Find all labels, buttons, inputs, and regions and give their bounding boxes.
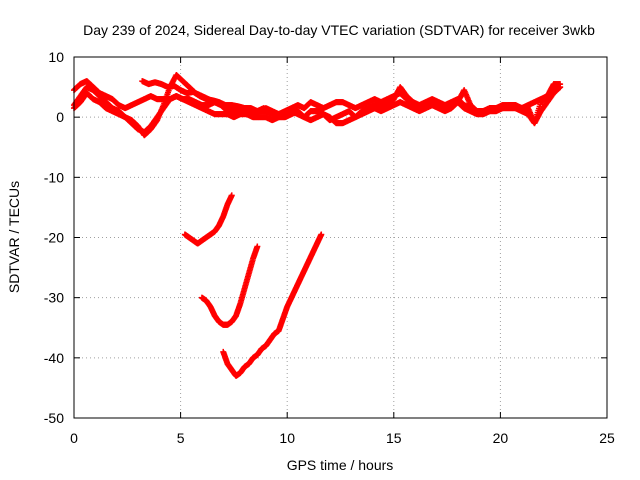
series-trace: [181, 192, 235, 247]
data-point: [318, 231, 325, 238]
series-trace: [198, 243, 261, 328]
y-tick-label: -40: [44, 350, 64, 366]
x-tick-label: 5: [177, 430, 185, 446]
x-tick-label: 0: [70, 430, 78, 446]
x-tick-label: 20: [493, 430, 509, 446]
data-point: [254, 243, 261, 250]
y-tick-label: 10: [48, 49, 64, 65]
x-tick-label: 10: [279, 430, 295, 446]
y-tick-label: -30: [44, 290, 64, 306]
data-point: [557, 81, 564, 88]
x-tick-label: 25: [599, 430, 615, 446]
data-point: [228, 192, 235, 199]
y-axis-label: SDTVAR / TECUs: [6, 181, 22, 293]
y-tick-label: -20: [44, 230, 64, 246]
y-tick-label: -10: [44, 169, 64, 185]
data-points: [71, 72, 564, 379]
axis-ticks: 0 5 10 15 20 25 10 0 -10 -20 -30 -40 -50: [44, 49, 615, 446]
data-point: [273, 111, 280, 118]
series-trace: [220, 231, 325, 379]
series-trace: [139, 78, 280, 118]
x-tick-label: 15: [386, 430, 402, 446]
y-tick-label: -50: [44, 410, 64, 426]
chart-title: Day 239 of 2024, Sidereal Day-to-day VTE…: [83, 22, 595, 38]
y-tick-label: 0: [56, 109, 64, 125]
x-axis-label: GPS time / hours: [287, 457, 394, 473]
